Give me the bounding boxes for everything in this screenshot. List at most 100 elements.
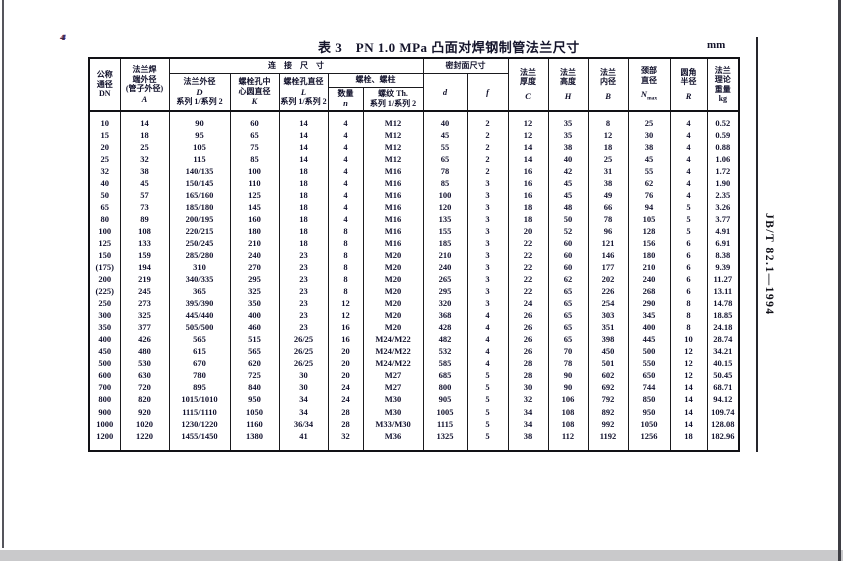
table-cell: 700 — [88, 381, 121, 394]
table-cell: 14 — [507, 141, 549, 154]
table-cell: 8 — [327, 273, 364, 286]
table-cell: 240 — [627, 273, 671, 286]
table-cell: 820 — [119, 393, 170, 406]
table-cell: 4 — [327, 141, 364, 154]
table-cell: 55 — [422, 141, 468, 154]
table-cell: 2 — [466, 117, 509, 130]
table-cell: 1115/1110 — [168, 405, 231, 418]
table-cell: 14 — [119, 117, 170, 130]
header-text: 螺栓孔中 — [238, 77, 271, 87]
table-cell: 295 — [422, 285, 468, 298]
table-row: (225) 245 365 325 23 8 M20 295 3 22 65 226 268 6 13.11 — [88, 285, 740, 298]
table-cell: 4 — [327, 201, 364, 214]
table-cell: 1200 — [88, 429, 121, 442]
table-cell: 350 — [88, 321, 121, 334]
table-cell: 26 — [507, 309, 549, 322]
header-text: 重量 — [714, 84, 731, 94]
table-cell: 685 — [422, 369, 468, 382]
table-cell: 2 — [466, 129, 509, 142]
table-cell: 5 — [466, 429, 509, 442]
table-cell: 445/440 — [168, 309, 231, 322]
table-cell: 1.72 — [706, 165, 740, 178]
table-cell: 30 — [278, 381, 329, 394]
table-cell: M20 — [362, 273, 424, 286]
table-cell: 78 — [587, 213, 629, 226]
table-cell: 1050 — [229, 405, 280, 418]
table-cell: 62 — [547, 273, 589, 286]
col-header-bolt-circle: 螺栓孔中 心圆直径 K — [229, 72, 280, 112]
table-cell: 2 — [466, 153, 509, 166]
header-text: 法兰 — [520, 68, 537, 78]
table-cell: 45 — [422, 129, 468, 142]
table-cell: 150/145 — [168, 177, 231, 190]
table-cell: 8 — [669, 309, 708, 322]
table-cell: 121 — [587, 237, 629, 250]
table-cell: 18 — [278, 237, 329, 250]
table-row: 15 18 95 65 14 4 M12 45 2 12 35 12 30 4 0.59 — [88, 129, 740, 142]
table-row: 800 820 1015/1010 950 34 24 M30 905 5 32 106 792 850… — [88, 393, 740, 406]
col-header-b: 法兰 内径 B — [587, 57, 629, 112]
table-cell: 70 — [547, 345, 589, 358]
table-cell: 26/25 — [278, 333, 329, 346]
table-cell: 45 — [547, 189, 589, 202]
table-cell: 460 — [229, 321, 280, 334]
table-row: 25 32 115 85 14 4 M12 65 2 14 40 25 45 4 1.06 — [88, 153, 740, 166]
table-row: 1000 1020 1230/1220 1160 36/34 28 M33/M30 1115 5… — [88, 417, 740, 430]
table-cell: 650 — [627, 369, 671, 382]
table-cell: 182.96 — [706, 429, 740, 442]
table-cell: 145 — [229, 201, 280, 214]
standard-code-vertical-label: JB/T 82.1—1994 — [763, 213, 775, 316]
table-cell: 219 — [119, 273, 170, 286]
table-cell: 920 — [119, 405, 170, 418]
header-text: 厚度 — [520, 77, 537, 87]
table-cell: 60 — [547, 249, 589, 262]
table-cell: 14 — [278, 129, 329, 142]
header-text: 直径 — [641, 75, 658, 85]
table-cell: 16 — [327, 333, 364, 346]
col-header-c: 法兰 厚度 C — [507, 57, 549, 112]
table-cell: 159 — [119, 249, 170, 262]
table-cell: 725 — [229, 369, 280, 382]
table-cell: 1192 — [587, 429, 629, 442]
table-cell: 3 — [466, 285, 509, 298]
table-cell: 78 — [547, 357, 589, 370]
table-row: 300 325 445/440 400 23 12 M20 368 4 26 65 303 345 8 18… — [88, 309, 740, 322]
table-cell: 38 — [507, 429, 549, 442]
table-cell: 9.39 — [706, 261, 740, 274]
table-cell: 18 — [278, 177, 329, 190]
table-cell: M27 — [362, 369, 424, 382]
table-cell: 692 — [587, 381, 629, 394]
table-cell: 20 — [327, 345, 364, 358]
table-cell: 5 — [669, 201, 708, 214]
col-header-thread: 螺纹 Th. 系列 1/系列 2 — [362, 86, 424, 112]
table-cell: 23 — [278, 261, 329, 274]
table-cell: 15 — [88, 129, 121, 142]
table-cell: 45 — [627, 153, 671, 166]
header-text: 理论 — [714, 75, 731, 85]
header-text: 颈部 — [641, 66, 658, 76]
table-cell: 600 — [88, 369, 121, 382]
table-cell: 94 — [627, 201, 671, 214]
table-cell: 602 — [587, 369, 629, 382]
table-cell: 36/34 — [278, 417, 329, 430]
table-spacer-cell — [669, 442, 708, 451]
table-cell: M12 — [362, 129, 424, 142]
table-spacer-cell — [547, 442, 589, 451]
header-text: (管子外径) — [125, 84, 164, 94]
table-cell: 240 — [229, 249, 280, 262]
table-cell: 45 — [119, 177, 170, 190]
table-cell: 24 — [507, 297, 549, 310]
header-symbol: d — [442, 86, 448, 97]
table-cell: 14 — [507, 153, 549, 166]
table-cell: 50 — [88, 189, 121, 202]
table-cell: 105 — [168, 141, 231, 154]
table-cell: 128 — [627, 225, 671, 238]
col-header-quantity: 数量 n — [327, 86, 364, 112]
table-cell: 3.77 — [706, 213, 740, 226]
table-row: 32 38 140/135 100 18 4 M16 78 2 16 42 31 55 4 1.72 — [88, 165, 740, 178]
table-cell: 20 — [327, 357, 364, 370]
table-cell: 24 — [327, 393, 364, 406]
table-cell: 4 — [327, 189, 364, 202]
table-cell: 320 — [422, 297, 468, 310]
table-cell: 23 — [278, 273, 329, 286]
